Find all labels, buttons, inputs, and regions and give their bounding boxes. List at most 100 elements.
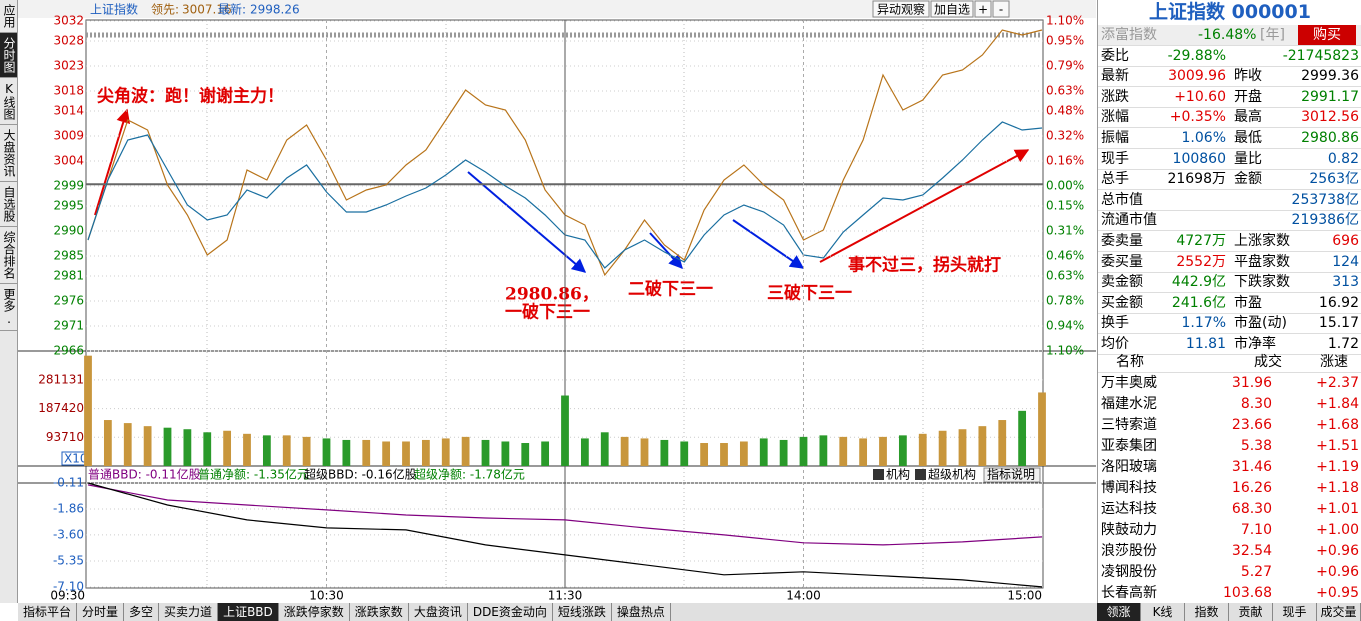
arrow [819, 149, 1030, 263]
lead-label: 领先: [151, 3, 179, 17]
side-tab[interactable]: 分时图 [0, 33, 17, 78]
list-tab[interactable]: 指数 [1185, 603, 1229, 621]
side-tab[interactable]: 大盘资讯 [0, 125, 17, 182]
volume-bar [640, 438, 649, 466]
volume-bar [739, 441, 748, 466]
side-tab[interactable]: 应用 [0, 0, 17, 33]
y-tick-label: 3032 [53, 14, 84, 28]
arrow [94, 108, 131, 216]
bbd-legend: 超级BBD: -0.16亿股 [304, 467, 417, 482]
checkbox [915, 469, 926, 480]
quote-label: 委买量 [1101, 253, 1143, 270]
list-tab[interactable]: 成交量 [1317, 603, 1361, 621]
stock-price: 23.66 [1231, 417, 1272, 433]
y-tick-label: 2966 [53, 344, 84, 358]
quote-label: 市盈 [1234, 294, 1262, 311]
volume-bar [262, 435, 271, 466]
quote-value: 15.17 [1318, 315, 1359, 332]
volume-bar [958, 429, 967, 466]
bottom-tab[interactable]: 操盘热点 [612, 603, 671, 621]
bottom-tab[interactable]: 涨跌停家数 [279, 603, 350, 621]
list-row: 万丰奥威 31.96 +2.37 [1098, 373, 1361, 393]
quote-label: 金额 [1234, 171, 1262, 188]
list-tab[interactable]: 领涨 [1097, 603, 1141, 621]
volume-bar [362, 439, 371, 466]
side-tab[interactable]: K线图 [0, 78, 17, 125]
quote-value: 2999.36 [1301, 68, 1359, 85]
stock-speed: +1.51 [1316, 438, 1359, 454]
quote-value: 313 [1332, 274, 1359, 291]
fund-row: 添富指数 -16.48% [年] 购买 [1098, 25, 1361, 46]
button-label[interactable]: + [978, 3, 988, 17]
volume-bar [501, 441, 510, 466]
volume-bar [481, 439, 490, 466]
pct-tick-label: 0.63% [1046, 269, 1084, 283]
stock-price: 103.68 [1223, 585, 1272, 601]
bottom-tab[interactable]: 指标平台 [18, 603, 78, 621]
time-label: 10:30 [309, 589, 344, 603]
volume-bar [779, 439, 788, 466]
volume-bar [879, 436, 887, 466]
bottom-tab[interactable]: 买卖力道 [159, 603, 219, 621]
quote-row: 最新 3009.96 昨收 2999.36 [1098, 66, 1361, 88]
volume-bar [759, 438, 768, 466]
pct-tick-label: 0.94% [1046, 319, 1084, 333]
quote-label: 市净率 [1234, 336, 1276, 352]
bottom-tab[interactable]: 多空 [124, 603, 160, 621]
volume-bar [302, 436, 311, 466]
fund-period: [年] [1260, 27, 1285, 43]
list-tab[interactable]: 贡献 [1229, 603, 1273, 621]
list-header-label: 成交 [1254, 354, 1282, 370]
check-label[interactable]: 机构 [886, 467, 910, 482]
list-row: 福建水泥 8.30 +1.84 [1098, 394, 1361, 414]
volume-tick-label: 187420 [38, 401, 84, 415]
button-label[interactable]: 异动观察 [877, 3, 925, 17]
list-tab[interactable]: K线 [1141, 603, 1185, 621]
stock-speed: +1.84 [1316, 396, 1359, 412]
quote-value: 253738亿 [1291, 191, 1359, 208]
bottom-tab[interactable]: 大盘资讯 [409, 603, 468, 621]
arrow [649, 232, 683, 270]
buy-button[interactable]: 购买 [1298, 25, 1356, 45]
button [930, 0, 974, 18]
side-tab[interactable]: 综合排名 [0, 227, 17, 284]
annotation: 尖角波：跑！谢谢主力！ [97, 86, 284, 107]
button-label[interactable]: 加自选 [934, 3, 970, 17]
list-row: 长春高新 103.68 +0.95 [1098, 583, 1361, 603]
bottom-tab[interactable]: 短线涨跌 [553, 603, 612, 621]
y-tick-label: 2995 [53, 199, 84, 213]
bbd-line [87, 484, 1043, 546]
side-tab[interactable]: 更多. [0, 284, 17, 331]
quote-label: 委卖量 [1101, 233, 1143, 249]
volume-bar [898, 435, 907, 466]
volume-bar [84, 355, 92, 466]
bottom-tab[interactable]: 分时量 [77, 603, 125, 621]
check-label[interactable]: 超级机构 [928, 467, 976, 482]
index-name: 上证指数 [90, 2, 138, 17]
last-value: 2998.26 [250, 3, 300, 17]
bottom-tab[interactable]: DDE资金动向 [468, 603, 553, 621]
bottom-tab[interactable]: 涨跌家数 [350, 603, 409, 621]
quote-label: 流通市值 [1101, 212, 1157, 229]
volume-bar [580, 438, 589, 466]
list-tab[interactable]: 现手 [1273, 603, 1317, 621]
explain-label[interactable]: 指标说明 [987, 467, 1035, 482]
quote-label: 换手 [1101, 315, 1129, 332]
volume-bar [839, 436, 848, 466]
explain-button [983, 467, 1041, 483]
quote-value: 1.17% [1181, 315, 1226, 332]
quote-value: +0.35% [1169, 109, 1226, 126]
side-tab[interactable]: 自选股 [0, 182, 17, 227]
button-label[interactable]: - [999, 3, 1003, 17]
quote-label: 现手 [1101, 150, 1129, 167]
volume-bar [243, 433, 251, 466]
volume-bar [660, 439, 669, 466]
list-header-label: 名称 [1116, 354, 1144, 370]
stock-price: 7.10 [1240, 522, 1272, 538]
volume-bar [163, 427, 172, 466]
volume-bar [541, 441, 550, 466]
volume-bar [441, 438, 450, 466]
bottom-tab[interactable]: 上证BBD [218, 603, 279, 621]
